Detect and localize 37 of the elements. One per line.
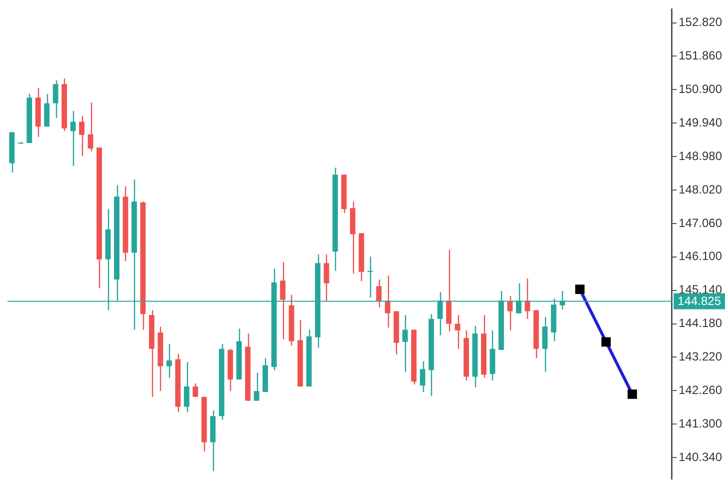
y-tick-label: 148.020 [678, 182, 722, 196]
point [601, 337, 611, 347]
y-tick-label: 148.980 [678, 148, 722, 163]
y-tick-label: 151.860 [678, 48, 722, 63]
y-tick-label: 142.260 [678, 382, 722, 397]
candlestick [280, 262, 286, 340]
candlestick [44, 93, 50, 128]
candlestick [420, 360, 426, 393]
y-tick-label: 146.100 [678, 249, 722, 264]
candlestick [384, 275, 390, 328]
candlestick [324, 254, 330, 302]
y-tick-label: 147.060 [678, 216, 722, 230]
candlestick [70, 110, 76, 167]
y-tick-label: 145.140 [678, 282, 722, 297]
y-tick-label: 140.340 [678, 450, 722, 464]
ref-line-label: 144.825 [678, 294, 722, 308]
candlestick [376, 278, 382, 308]
y-tick-label: 150.900 [678, 82, 722, 96]
y-tick-label: 141.300 [678, 416, 722, 430]
point [628, 389, 637, 399]
candlestick [254, 372, 260, 402]
candlestick [402, 314, 408, 372]
y-tick-label: 144.180 [678, 316, 722, 330]
point [575, 284, 585, 294]
candlestick [454, 314, 460, 350]
y-tick-label: 143.220 [678, 350, 722, 364]
candlestick [446, 248, 452, 332]
y-tick-label: 152.820 [678, 15, 722, 30]
candlestick [367, 256, 373, 298]
y-tick-label: 149.940 [678, 115, 722, 130]
candlestick [88, 102, 94, 152]
candlestick [184, 361, 190, 413]
candlestick [52, 80, 58, 118]
candlestick [166, 343, 172, 378]
candlestick [192, 382, 198, 398]
candlestick [542, 316, 548, 372]
candlestick [79, 115, 84, 157]
